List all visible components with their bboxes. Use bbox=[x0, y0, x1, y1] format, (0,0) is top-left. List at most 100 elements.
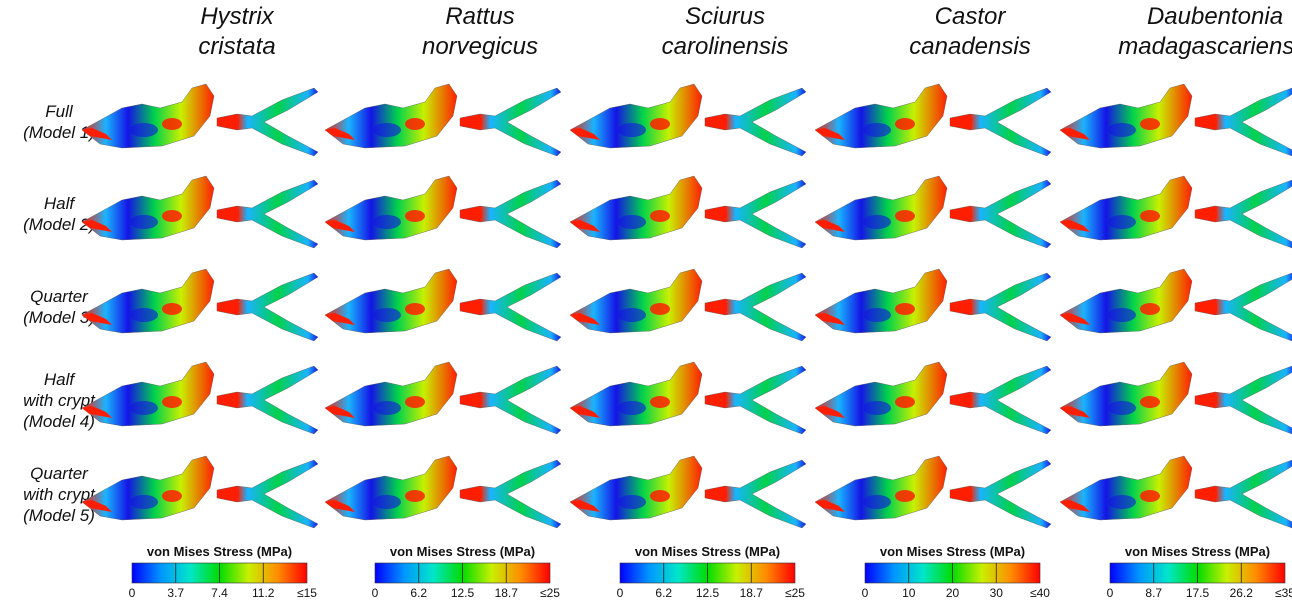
colorbar-tick-label: ≤35 bbox=[1275, 586, 1292, 600]
stress-lowspot bbox=[373, 308, 401, 322]
stress-hotspot bbox=[650, 118, 670, 130]
mandible-plot-4-1 bbox=[1059, 175, 1292, 249]
model-label-line: with crypt bbox=[23, 390, 95, 410]
incisor-pair bbox=[1195, 396, 1217, 404]
incisor bbox=[325, 406, 355, 418]
model-label-line: Half bbox=[43, 194, 75, 213]
species-genus: Castor bbox=[934, 3, 1006, 30]
lateral-view bbox=[81, 83, 215, 149]
colorbar-tick-label: 17.5 bbox=[1185, 586, 1210, 600]
stress-lowspot bbox=[863, 123, 891, 137]
colorbar-tick-label: 3.7 bbox=[167, 586, 185, 600]
species-genus: Daubentonia bbox=[1146, 3, 1284, 30]
species-title-3: Castor canadensis bbox=[855, 2, 1085, 62]
colorbar-title: von Mises Stress (MPa) bbox=[146, 544, 293, 559]
model-label-line: Quarter bbox=[30, 287, 88, 306]
stress-lowspot bbox=[863, 401, 891, 415]
stress-hotspot bbox=[162, 118, 182, 130]
lateral-view bbox=[1059, 268, 1193, 334]
stress-hotspot bbox=[162, 210, 182, 222]
model-label-line: Quarter bbox=[30, 463, 88, 483]
species-epithet: canadensis bbox=[909, 33, 1031, 60]
incisor-pair bbox=[217, 490, 239, 498]
occlusal-view bbox=[1194, 179, 1292, 249]
mandible-plot-3-1 bbox=[814, 175, 1052, 249]
incisor-pair bbox=[950, 118, 972, 126]
model-label-line: (Model 1) bbox=[23, 123, 95, 142]
stress-lowspot bbox=[863, 495, 891, 509]
lateral-view bbox=[814, 268, 948, 334]
mandible-plot-3-2 bbox=[814, 268, 1052, 342]
occlusal-view bbox=[949, 272, 1052, 342]
colorbar-tick-label: ≤25 bbox=[785, 586, 805, 600]
occlusal-view bbox=[459, 179, 562, 249]
species-genus: Hystrix bbox=[200, 3, 274, 30]
occlusal-view bbox=[949, 459, 1052, 529]
incisor-pair bbox=[460, 118, 482, 126]
occlusal-view bbox=[704, 87, 807, 157]
stress-hotspot bbox=[1140, 210, 1160, 222]
stress-hotspot bbox=[1140, 303, 1160, 315]
model-label-line: with crypt bbox=[23, 484, 95, 504]
stress-hotspot bbox=[405, 118, 425, 130]
incisor-pair bbox=[705, 396, 727, 404]
stress-hotspot bbox=[405, 303, 425, 315]
stress-lowspot bbox=[1108, 308, 1136, 322]
occlusal-view bbox=[216, 179, 319, 249]
model-label-line: (Model 2) bbox=[23, 215, 95, 234]
occlusal-view bbox=[949, 179, 1052, 249]
stress-hotspot bbox=[895, 210, 915, 222]
incisor bbox=[325, 500, 355, 512]
lateral-view bbox=[569, 268, 703, 334]
mandible-plot-4-2 bbox=[1059, 268, 1292, 342]
incisor-pair bbox=[217, 210, 239, 218]
stress-hotspot bbox=[650, 396, 670, 408]
occlusal-view bbox=[704, 179, 807, 249]
incisor-pair bbox=[950, 303, 972, 311]
model-label-line: (Model 5) bbox=[23, 505, 95, 525]
incisor-pair bbox=[460, 396, 482, 404]
lateral-view bbox=[569, 455, 703, 521]
occlusal-view bbox=[216, 272, 319, 342]
colorbar-tick-label: 0 bbox=[371, 586, 379, 600]
occlusal-view bbox=[459, 272, 562, 342]
lateral-view bbox=[324, 361, 458, 427]
lateral-view bbox=[569, 83, 703, 149]
lateral-view bbox=[814, 175, 948, 241]
incisor bbox=[815, 406, 845, 418]
incisor-pair bbox=[950, 210, 972, 218]
incisor-pair bbox=[705, 303, 727, 311]
species-epithet: carolinensis bbox=[661, 33, 789, 60]
stress-hotspot bbox=[1140, 396, 1160, 408]
stress-lowspot bbox=[618, 401, 646, 415]
incisor-pair bbox=[950, 396, 972, 404]
stress-lowspot bbox=[373, 123, 401, 137]
incisor-pair bbox=[705, 210, 727, 218]
model-label-3: Half with crypt (Model 4) bbox=[0, 369, 118, 432]
incisor bbox=[82, 128, 112, 140]
occlusal-view bbox=[704, 459, 807, 529]
colorbar-tick-label: ≤25 bbox=[540, 586, 560, 600]
incisor bbox=[570, 313, 600, 325]
colorbar-title: von Mises Stress (MPa) bbox=[1124, 544, 1271, 559]
stress-hotspot bbox=[162, 490, 182, 502]
occlusal-view bbox=[1194, 459, 1292, 529]
stress-hotspot bbox=[405, 490, 425, 502]
incisor bbox=[1060, 406, 1090, 418]
occlusal-view bbox=[704, 272, 807, 342]
occlusal-view bbox=[216, 459, 319, 529]
mandible-plot-2-3 bbox=[569, 361, 807, 435]
colorbar-tick-label: ≤15 bbox=[297, 586, 317, 600]
stress-lowspot bbox=[863, 308, 891, 322]
incisor bbox=[570, 500, 600, 512]
incisor bbox=[325, 220, 355, 232]
lateral-view bbox=[324, 83, 458, 149]
stress-hotspot bbox=[1140, 490, 1160, 502]
incisor bbox=[1060, 128, 1090, 140]
colorbar-tick-label: 26.2 bbox=[1229, 586, 1253, 600]
stress-lowspot bbox=[618, 495, 646, 509]
colorbar-tick-label: ≤40 bbox=[1030, 586, 1050, 600]
incisor bbox=[815, 128, 845, 140]
incisor-pair bbox=[1195, 118, 1217, 126]
occlusal-view bbox=[1194, 365, 1292, 435]
